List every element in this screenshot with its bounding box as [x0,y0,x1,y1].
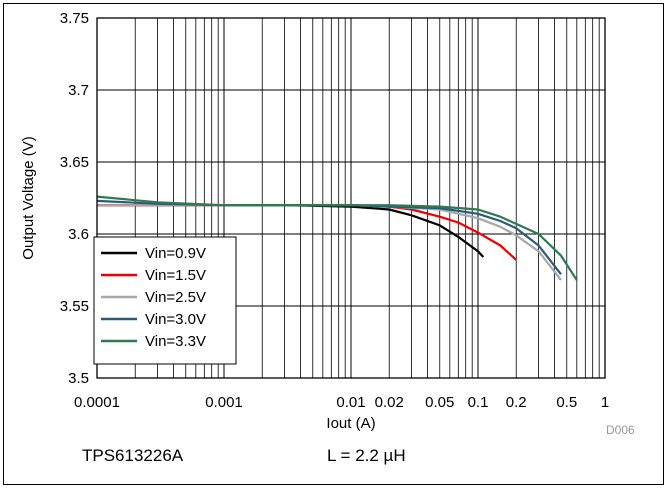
y-tick-label: 3.6 [68,226,89,243]
legend: Vin=0.9V Vin=1.5V Vin=2.5V Vin=3.0V Vin=3.3V [93,236,237,365]
x-tick-label: 0.01 [336,394,365,411]
legend-entry: Vin=1.5V [145,267,206,284]
y-tick-label: 3.75 [60,10,89,27]
y-tick-labels: 3.5 3.55 3.6 3.65 3.7 3.75 [60,10,89,387]
y-tick-label: 3.7 [68,82,89,99]
y-tick-label: 3.5 [68,370,89,387]
device-label: TPS613226A [82,446,184,465]
inductor-label: L = 2.2 µH [327,446,406,465]
legend-box [93,236,237,365]
x-tick-label: 0.05 [425,394,454,411]
x-tick-label: 0.1 [468,394,489,411]
series-group [96,195,578,281]
x-axis-label: Iout (A) [326,415,375,432]
x-tick-label: 1 [601,394,609,411]
x-tick-label: 0.001 [205,394,243,411]
x-tick-label: 0.0001 [74,394,120,411]
legend-entry: Vin=0.9V [145,245,206,262]
x-tick-label: 0.5 [556,394,577,411]
x-tick-labels: 0.0001 0.001 0.01 0.02 0.05 0.1 0.2 0.5 1 [74,394,609,411]
series-line [96,195,578,281]
x-tick-label: 0.2 [506,394,527,411]
plot-area-border [96,17,606,379]
y-axis-label: Output Voltage (V) [20,136,37,259]
x-tick-label: 0.02 [375,394,404,411]
legend-entry: Vin=3.3V [145,333,206,350]
y-tick-label: 3.55 [60,298,89,315]
figure-code: D006 [606,423,635,437]
legend-entry: Vin=2.5V [145,289,206,306]
y-tick-label: 3.65 [60,154,89,171]
legend-entry: Vin=3.0V [145,311,206,328]
